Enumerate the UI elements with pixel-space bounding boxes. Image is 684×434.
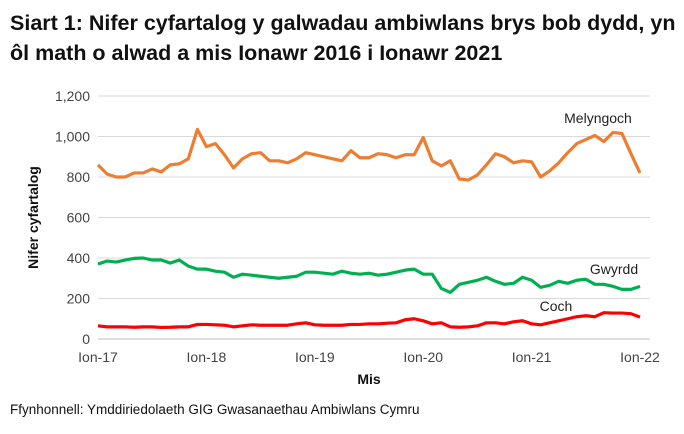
x-tick-label: Ion-21 [512, 349, 552, 365]
x-tick-label: Ion-18 [187, 349, 227, 365]
source-note: Ffynhonnell: Ymddiriedolaeth GIG Gwasana… [10, 402, 420, 417]
y-tick-label: 0 [82, 331, 90, 347]
y-axis-label: Nifer cyfartalog [25, 166, 41, 269]
series-line-melyngoch [96, 127, 642, 182]
series-line-gwyrdd [97, 256, 641, 295]
series-line-coch [97, 311, 641, 330]
series-label: Gwyrdd [590, 261, 638, 277]
series-label: Coch [540, 298, 573, 314]
series-label: Melyngoch [564, 110, 632, 126]
x-tick-label: Ion-19 [295, 349, 335, 365]
y-tick-label: 800 [67, 169, 91, 185]
y-tick-label: 200 [67, 291, 91, 307]
y-tick-label: 1,200 [55, 88, 90, 104]
x-tick-label: Ion-22 [620, 349, 660, 365]
y-tick-label: 1,000 [55, 129, 90, 145]
chart-title: Siart 1: Nifer cyfartalog y galwadau amb… [10, 11, 676, 65]
x-axis-label: Mis [357, 371, 381, 387]
y-tick-label: 400 [67, 250, 91, 266]
x-tick-label: Ion-20 [403, 349, 443, 365]
y-tick-label: 600 [67, 210, 91, 226]
x-tick-label: Ion-17 [78, 349, 118, 365]
